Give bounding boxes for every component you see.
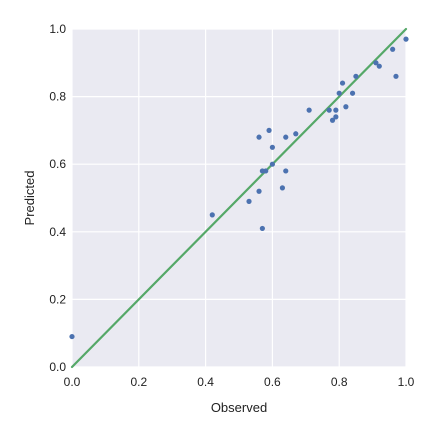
data-point [256, 134, 262, 140]
y-tick-label: 0.8 [49, 90, 66, 104]
data-point [269, 144, 275, 150]
data-point [283, 168, 289, 174]
data-point [266, 127, 272, 133]
y-tick-label: 0.0 [49, 360, 66, 374]
grid-lines [71, 28, 407, 368]
data-points [69, 36, 409, 340]
data-point [263, 168, 269, 174]
data-point [353, 73, 359, 79]
data-point [306, 107, 312, 113]
data-point [336, 90, 342, 96]
data-point [393, 73, 399, 79]
data-point [333, 114, 339, 120]
x-tick-label: 1.0 [398, 375, 415, 389]
data-point [390, 46, 396, 52]
data-point [209, 212, 215, 218]
data-point [343, 104, 349, 110]
y-axis-label: Predicted [22, 171, 37, 226]
x-tick-label: 0.6 [264, 375, 281, 389]
data-point [256, 188, 262, 194]
data-point [373, 60, 379, 66]
x-tick-label: 0.0 [64, 375, 81, 389]
data-point [293, 131, 299, 137]
data-point [333, 107, 339, 113]
y-tick-label: 0.6 [49, 157, 66, 171]
data-point [403, 36, 409, 42]
data-point [349, 90, 356, 96]
reference-line [70, 27, 408, 369]
x-tick-labels: 0.0 0.2 0.4 0.6 0.8 1.0 [64, 375, 415, 389]
y-tick-label: 0.2 [49, 292, 66, 306]
data-point [376, 63, 382, 69]
data-point [259, 225, 265, 232]
data-point [279, 185, 286, 191]
data-point [339, 80, 346, 86]
reference-line-group [70, 27, 408, 369]
y-tick-label: 0.4 [49, 225, 66, 239]
data-point [283, 134, 289, 140]
x-axis-label: Observed [211, 400, 267, 415]
data-point [326, 107, 332, 113]
y-tick-label: 1.0 [49, 22, 66, 36]
x-tick-label: 0.2 [130, 375, 147, 389]
x-tick-label: 0.4 [197, 375, 214, 389]
data-point [269, 161, 275, 167]
data-point [329, 117, 336, 123]
data-point [246, 198, 252, 204]
x-tick-label: 0.8 [331, 375, 348, 389]
y-tick-labels: 0.0 0.2 0.4 0.6 0.8 1.0 [49, 22, 66, 374]
data-point [69, 333, 75, 340]
